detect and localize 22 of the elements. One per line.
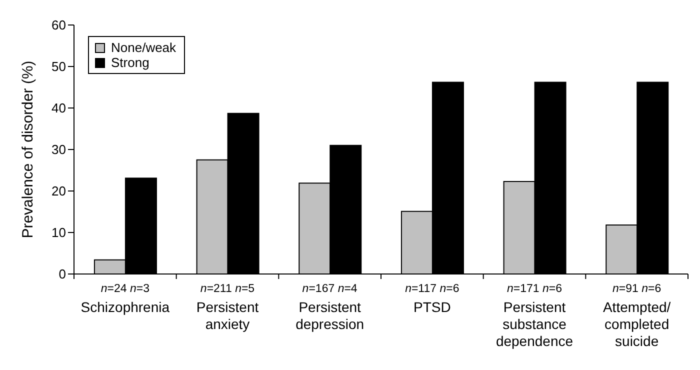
legend-label: None/weak — [111, 40, 176, 55]
y-tick-label: 10 — [52, 225, 66, 240]
y-tick-label: 0 — [58, 266, 66, 282]
x-tick-label: Persistent substance dependence — [496, 299, 574, 349]
text: n=24 n=3 — [100, 283, 150, 295]
y-axis-title: Prevalence of disorder (%) — [19, 60, 36, 238]
x-tick-label: Schizophrenia — [80, 299, 170, 315]
text: n=211 n=5 — [200, 283, 255, 295]
text: n=91 n=6 — [612, 283, 662, 295]
y-tick-label: 40 — [52, 100, 66, 116]
text: n=167 n=4 — [302, 283, 358, 295]
x-tick-label: Attempted/ completed suicide — [602, 299, 671, 349]
text: n=171 n=6 — [506, 283, 562, 295]
x-tick-label: PTSD — [413, 299, 451, 315]
y-tick-label: 50 — [52, 59, 66, 74]
y-tick-label: 20 — [52, 184, 66, 199]
y-tick-label: 60 — [52, 18, 66, 33]
text: n=117 n=6 — [405, 283, 460, 295]
x-tick-label: Persistent depression — [296, 299, 364, 332]
legend-label: Strong — [111, 55, 150, 70]
y-tick-label: 30 — [52, 142, 66, 158]
x-tick-label: Persistent anxiety — [196, 299, 259, 332]
